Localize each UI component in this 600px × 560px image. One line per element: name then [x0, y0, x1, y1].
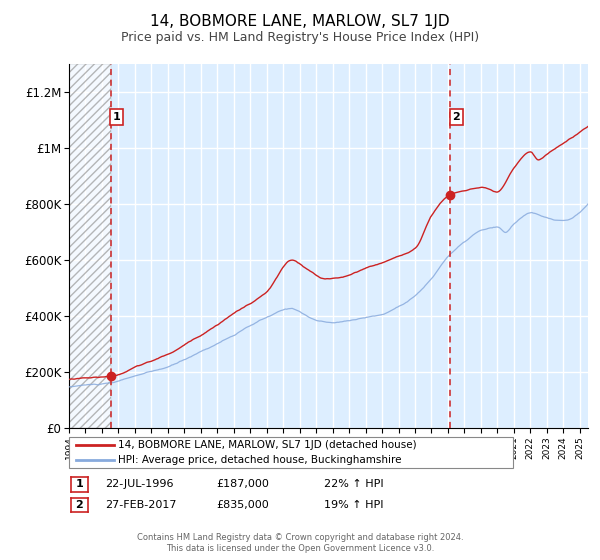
- Text: Contains HM Land Registry data © Crown copyright and database right 2024.: Contains HM Land Registry data © Crown c…: [137, 533, 463, 542]
- Text: £187,000: £187,000: [216, 479, 269, 489]
- Text: 1: 1: [76, 479, 83, 489]
- Text: 1: 1: [113, 112, 121, 122]
- Text: 27-FEB-2017: 27-FEB-2017: [105, 500, 176, 510]
- Text: 22% ↑ HPI: 22% ↑ HPI: [324, 479, 383, 489]
- Text: 2: 2: [452, 112, 460, 122]
- Text: HPI: Average price, detached house, Buckinghamshire: HPI: Average price, detached house, Buck…: [118, 455, 402, 465]
- Text: 14, BOBMORE LANE, MARLOW, SL7 1JD (detached house): 14, BOBMORE LANE, MARLOW, SL7 1JD (detac…: [118, 440, 417, 450]
- Text: This data is licensed under the Open Government Licence v3.0.: This data is licensed under the Open Gov…: [166, 544, 434, 553]
- Text: 2: 2: [76, 500, 83, 510]
- Bar: [69, 64, 111, 428]
- Text: Price paid vs. HM Land Registry's House Price Index (HPI): Price paid vs. HM Land Registry's House …: [121, 31, 479, 44]
- Text: £835,000: £835,000: [216, 500, 269, 510]
- Text: 22-JUL-1996: 22-JUL-1996: [105, 479, 173, 489]
- Text: 19% ↑ HPI: 19% ↑ HPI: [324, 500, 383, 510]
- Text: 14, BOBMORE LANE, MARLOW, SL7 1JD: 14, BOBMORE LANE, MARLOW, SL7 1JD: [150, 14, 450, 29]
